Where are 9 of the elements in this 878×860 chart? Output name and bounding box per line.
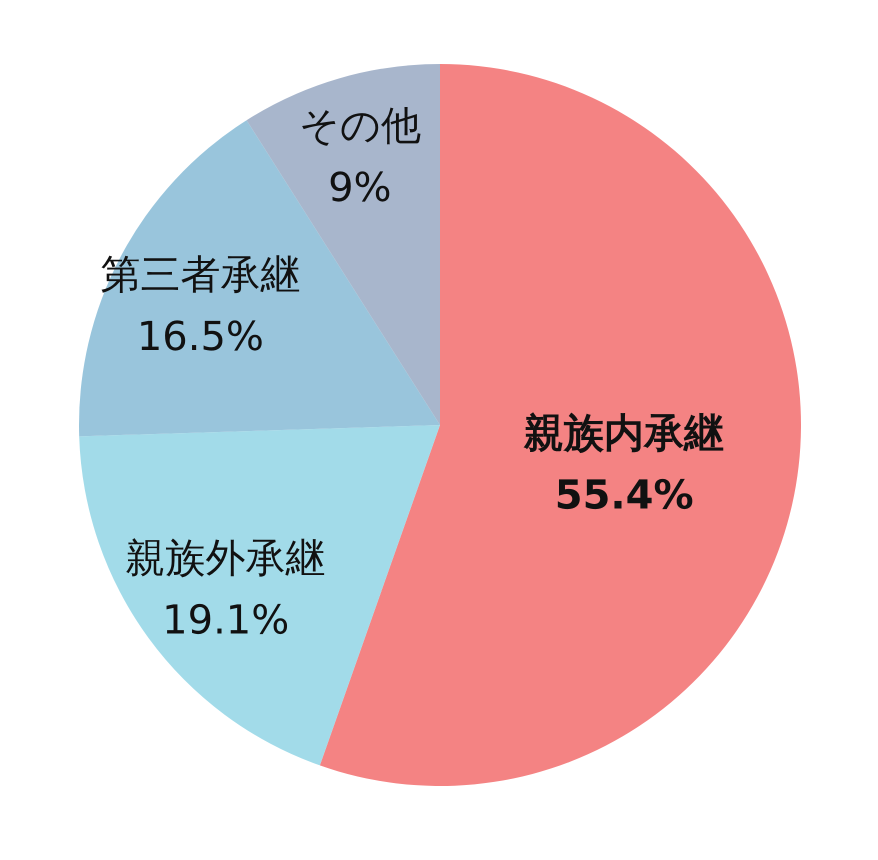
slice-label: 第三者承継 bbox=[100, 252, 300, 298]
slice-label: 親族内承継 bbox=[523, 410, 724, 457]
slice-label: その他 bbox=[298, 103, 421, 150]
pie-slice bbox=[79, 425, 440, 766]
data-label: 16.5% bbox=[136, 314, 264, 360]
data-label: 55.4% bbox=[554, 472, 694, 519]
data-label: 19.1% bbox=[162, 598, 290, 644]
data-label: 9% bbox=[328, 165, 392, 212]
slice-label: 親族外承継 bbox=[126, 536, 326, 582]
